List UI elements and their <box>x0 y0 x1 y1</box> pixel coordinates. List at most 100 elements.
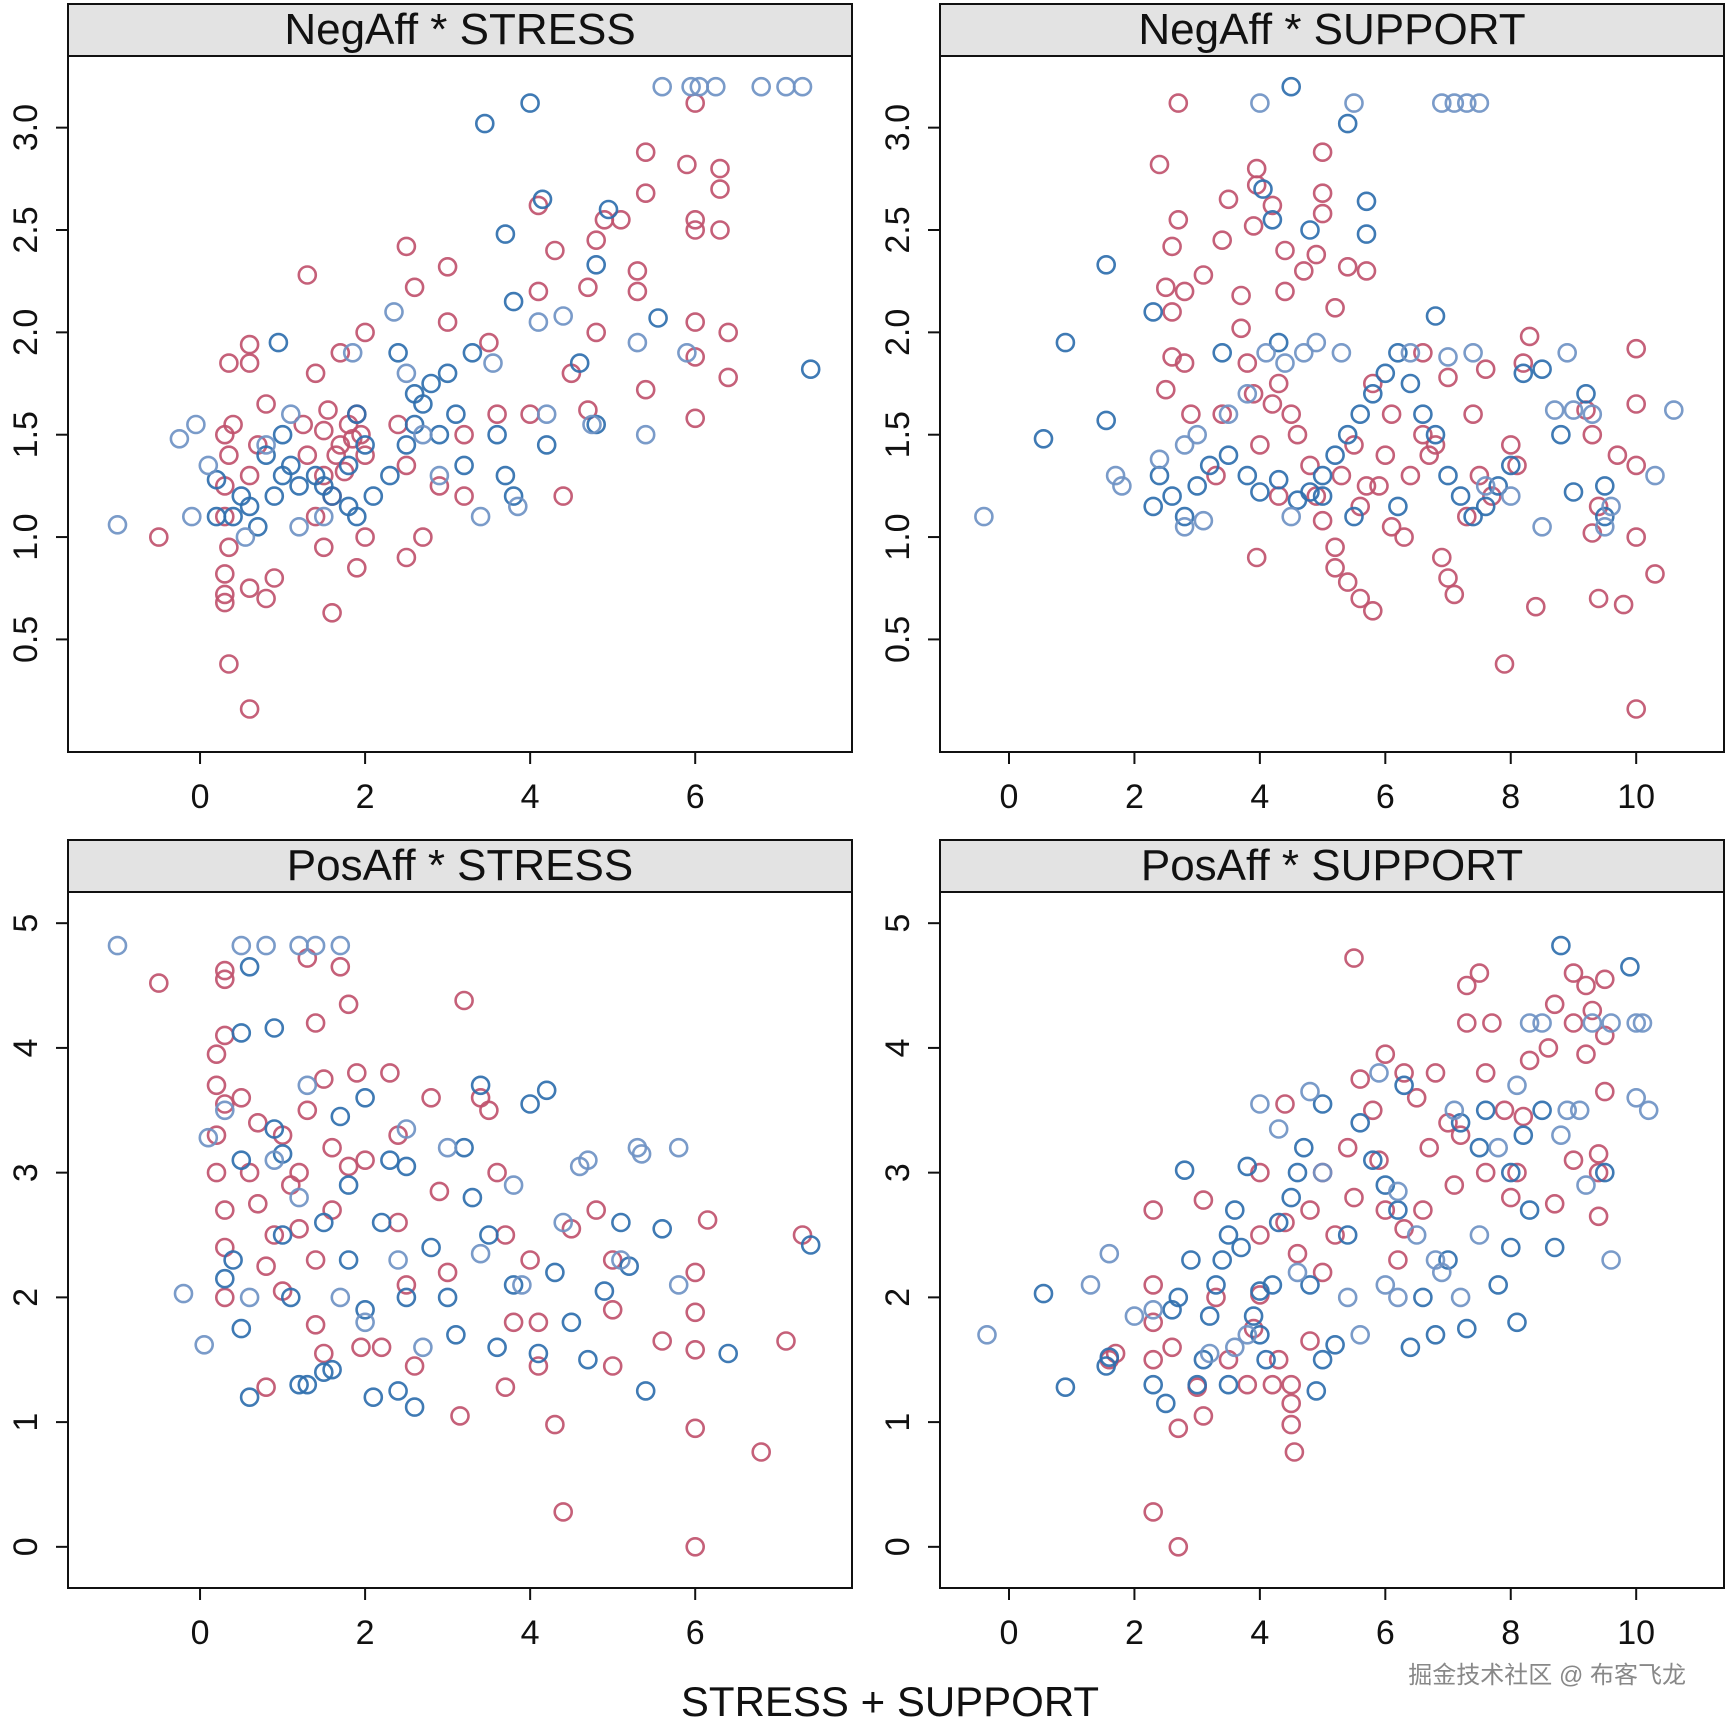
data-point-blue <box>1425 424 1446 445</box>
data-point-blue <box>470 1075 491 1096</box>
data-point-blue <box>1306 1381 1327 1401</box>
data-point-red <box>256 394 276 414</box>
data-point-blue <box>1237 465 1258 486</box>
data-point-red <box>454 990 474 1011</box>
data-point-blue <box>1438 465 1458 486</box>
data-point-blue <box>1212 342 1232 363</box>
data-point-lightblue <box>1519 1013 1540 1033</box>
data-point-red <box>1337 572 1358 592</box>
data-point-blue <box>1162 486 1182 506</box>
data-point-blue <box>289 1374 309 1395</box>
data-point-blue <box>1325 445 1345 466</box>
data-point-red <box>1576 1044 1596 1064</box>
data-point-lightblue <box>1544 400 1565 420</box>
data-point-blue <box>1463 506 1483 527</box>
data-point-blue <box>297 1374 318 1395</box>
data-point-lightblue <box>1501 486 1521 506</box>
data-point-red <box>1425 435 1446 455</box>
data-point-blue <box>1143 1374 1163 1395</box>
data-point-lightblue <box>231 935 252 956</box>
data-point-blue <box>1312 1349 1333 1370</box>
data-point-blue <box>479 1225 499 1245</box>
data-point-lightblue <box>1469 1225 1490 1245</box>
data-point-blue <box>1576 383 1596 404</box>
data-point-lightblue <box>1369 1063 1389 1083</box>
panel-strip <box>67 3 853 57</box>
data-point-red <box>1475 359 1496 380</box>
data-point-lightblue <box>289 516 309 537</box>
data-point-red <box>1381 404 1402 425</box>
data-point-lightblue <box>582 414 602 435</box>
data-point-blue <box>396 1287 417 1308</box>
data-point-lightblue <box>1337 1287 1358 1308</box>
data-point-blue <box>594 1281 615 1301</box>
y-tick-label: 0 <box>879 1537 917 1556</box>
data-point-red <box>1350 1069 1370 1089</box>
data-point-blue <box>1363 1150 1383 1170</box>
data-point-red <box>1268 373 1289 394</box>
data-point-lightblue <box>1300 1081 1320 1102</box>
data-point-lightblue <box>169 428 190 449</box>
data-point-lightblue <box>256 435 276 455</box>
data-point-blue <box>1174 1160 1195 1180</box>
data-point-red <box>1325 557 1345 578</box>
data-point-blue <box>1312 1094 1333 1114</box>
data-point-red <box>215 1200 235 1220</box>
data-point-red <box>602 1250 623 1270</box>
data-point-red <box>1369 476 1389 496</box>
data-point-blue <box>355 1088 375 1108</box>
data-point-red <box>1212 230 1232 250</box>
data-point-red <box>1344 1187 1364 1208</box>
plot-frame <box>939 55 1725 753</box>
data-point-lightblue <box>198 1127 219 1148</box>
data-point-blue <box>1356 224 1377 244</box>
data-point-red <box>677 154 697 175</box>
data-point-red <box>1331 465 1352 486</box>
data-point-blue <box>648 308 668 328</box>
data-point-lightblue <box>631 1144 652 1164</box>
data-point-blue <box>495 224 516 244</box>
data-point-blue <box>363 486 384 506</box>
data-point-blue <box>421 1237 441 1258</box>
data-point-red <box>351 424 371 445</box>
data-point-red <box>1563 963 1584 983</box>
data-point-red <box>330 342 351 363</box>
data-point-lightblue <box>1582 404 1603 425</box>
data-point-red <box>1237 1374 1258 1395</box>
data-point-blue <box>338 1175 359 1195</box>
data-point-blue <box>1243 1306 1264 1326</box>
data-point-lightblue <box>1626 1013 1646 1033</box>
data-point-blue <box>1551 935 1571 956</box>
data-point-red <box>1250 435 1270 455</box>
data-point-red <box>322 602 342 623</box>
data-point-lightblue <box>1601 496 1621 517</box>
data-point-lightblue <box>1306 332 1327 353</box>
data-point-red <box>685 1537 706 1557</box>
data-point-red <box>520 1250 540 1270</box>
data-point-red <box>1356 261 1377 281</box>
data-point-red <box>1337 256 1358 277</box>
data-point-red <box>313 465 334 486</box>
data-point-blue <box>1450 486 1471 506</box>
data-point-blue <box>1356 191 1377 212</box>
data-point-blue <box>532 189 553 210</box>
data-point-red <box>404 277 425 298</box>
data-point-red <box>297 1100 318 1121</box>
data-point-red <box>1588 496 1609 517</box>
data-point-blue <box>322 486 342 506</box>
data-point-red <box>239 334 260 355</box>
data-point-red <box>635 183 656 203</box>
data-point-red <box>1576 975 1596 996</box>
data-point-blue <box>569 353 590 373</box>
data-point-red <box>305 506 326 527</box>
data-point-blue <box>1287 1162 1308 1183</box>
data-point-red <box>1513 1106 1534 1127</box>
data-point-blue <box>1218 445 1239 466</box>
data-point-lightblue <box>313 506 334 527</box>
data-point-lightblue <box>1601 1250 1621 1270</box>
data-point-red <box>1363 373 1383 394</box>
scatter-panel-3: PosAff * STRESS 0 2 4 6 0 1 2 3 4 5 <box>7 839 853 1652</box>
data-point-red <box>289 1219 309 1239</box>
data-point-blue <box>437 363 458 384</box>
